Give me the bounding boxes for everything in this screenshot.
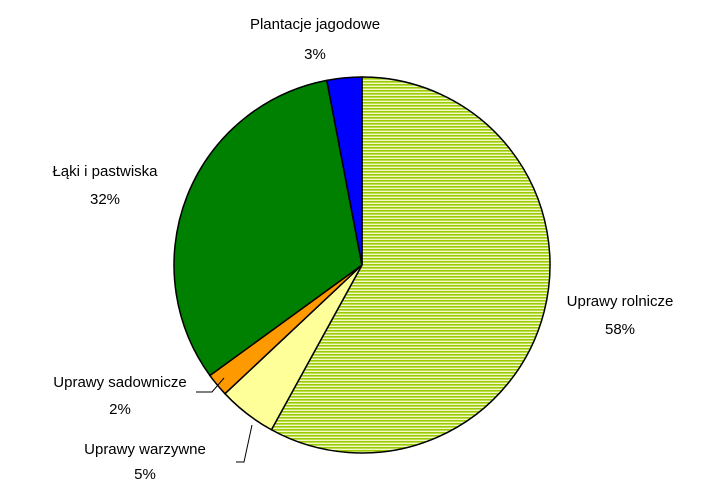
leader-line (236, 424, 253, 463)
slice-label: Uprawy warzywne (84, 441, 206, 458)
pie-slice (173, 79, 363, 377)
slice-value-label: 2% (109, 401, 131, 418)
slice-label: Plantacje jagodowe (250, 16, 380, 33)
slice-value-label: 32% (90, 191, 120, 208)
slice-label: Uprawy rolnicze (567, 293, 674, 310)
slice-value-label: 58% (605, 321, 635, 338)
pie-slice (325, 76, 363, 266)
slice-value-label: 3% (304, 46, 326, 63)
leader-line (196, 377, 225, 393)
pie (173, 76, 551, 454)
pie-slice (270, 76, 551, 454)
slice-label: Uprawy sadownicze (53, 374, 186, 391)
slice-value-label: 5% (134, 466, 156, 483)
slice-label: Łąki i pastwiska (52, 163, 158, 180)
